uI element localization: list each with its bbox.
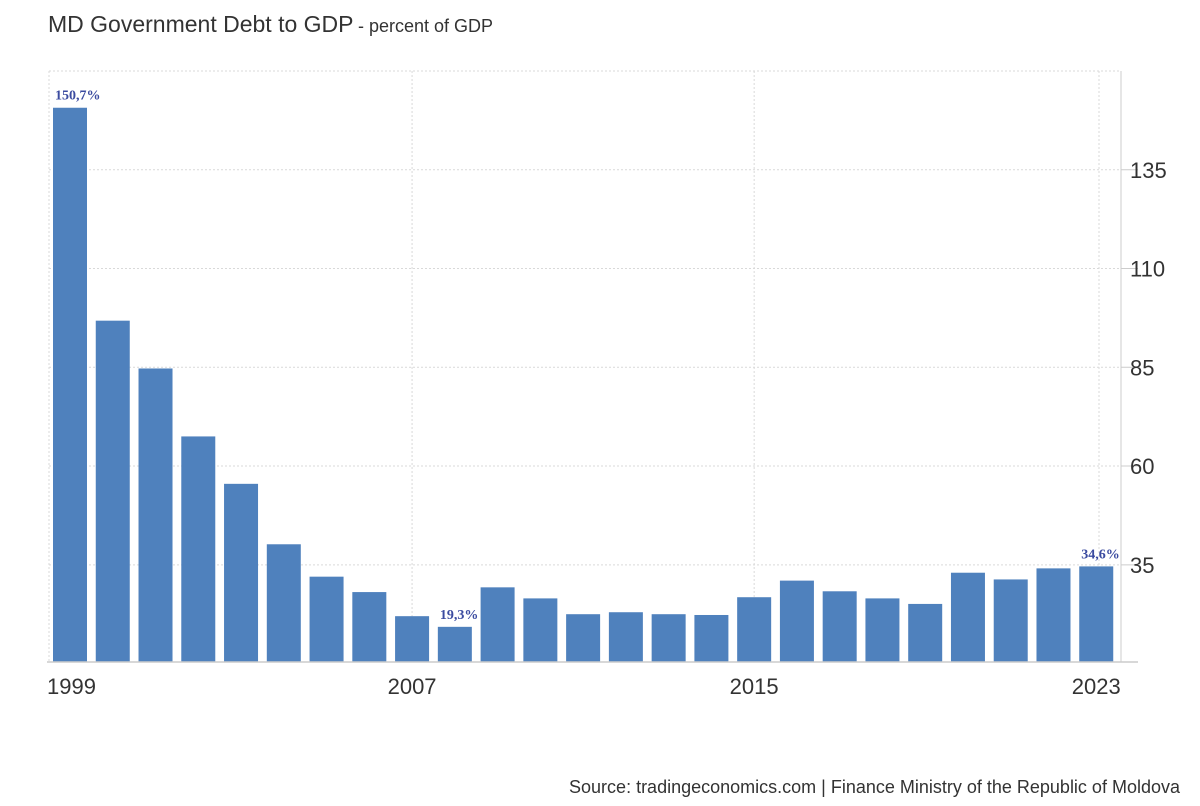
data-label: 34,6% [1081,547,1120,562]
bar-2015 [737,597,772,662]
bar-2021 [993,579,1028,662]
chart-subtitle: - percent of GDP [357,16,494,36]
source-note: Source: tradingeconomics.com | Finance M… [569,777,1180,797]
bar-2006 [352,592,387,662]
x-tick-label: 1999 [47,674,96,699]
data-label: 19,3% [440,608,479,623]
x-tick-label: 2015 [730,674,779,699]
bar-2003 [224,483,259,662]
bar-2014 [694,614,729,662]
bar-2017 [822,591,857,662]
x-tick-label: 2007 [388,674,437,699]
bar-2007 [395,616,430,662]
chart-title: MD Government Debt to GDP - percent of G… [48,11,493,38]
bar-1999 [53,107,87,662]
bar-2018 [865,598,900,662]
bar-2012 [608,612,643,662]
y-tick-label: 135 [1130,158,1167,183]
chart-title-main: MD Government Debt to GDP [48,11,354,37]
bar-2004 [266,544,301,662]
bar-2020 [950,572,985,662]
bar-2001 [138,368,173,662]
y-tick-label: 85 [1130,355,1154,380]
bar-2005 [309,576,344,662]
x-tick-label: 2023 [1072,674,1121,699]
bar-2002 [181,436,216,662]
y-tick-label: 110 [1130,257,1165,282]
bar-2016 [779,580,814,662]
data-label: 150,7% [55,89,101,104]
bar-2008 [437,626,472,662]
bar-2013 [651,614,686,662]
bar-2000 [95,320,130,662]
y-tick-label: 60 [1130,454,1154,479]
y-tick-label: 35 [1130,553,1154,578]
bar-2019 [908,603,943,662]
bar-2010 [523,598,558,662]
bar-2009 [480,587,515,662]
bar-2023 [1079,566,1114,662]
bar-2011 [566,614,601,662]
bar-2022 [1036,568,1071,662]
